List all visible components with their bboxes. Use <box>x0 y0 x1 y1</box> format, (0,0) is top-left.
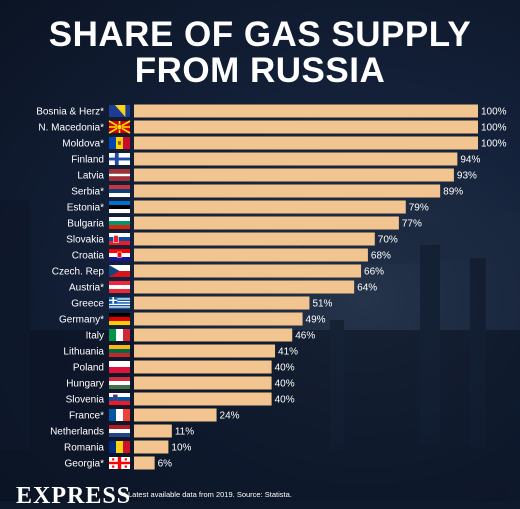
bulgaria-flag-icon <box>109 217 130 230</box>
value-label-italy: 46% <box>295 331 315 342</box>
value-label-serbia: 89% <box>443 187 463 198</box>
bar-netherlands <box>134 424 172 438</box>
austria-flag-icon <box>109 281 130 294</box>
category-label-latvia: Latvia <box>77 171 104 182</box>
value-label-slovenia: 40% <box>275 395 295 406</box>
value-label-north-macedonia: 100% <box>481 123 507 134</box>
category-label-netherlands: Netherlands <box>50 427 104 438</box>
bar-slovenia <box>134 392 272 406</box>
bar-hungary <box>134 376 272 390</box>
bar-latvia <box>134 168 454 182</box>
bar-bosnia <box>134 104 478 118</box>
category-label-bulgaria: Bulgaria <box>67 219 104 230</box>
category-label-greece: Greece <box>71 299 104 310</box>
value-label-slovakia: 70% <box>378 235 398 246</box>
netherlands-flag-icon <box>109 425 130 438</box>
category-label-bosnia: Bosnia & Herz* <box>36 107 104 118</box>
north-macedonia-flag-icon <box>108 120 131 134</box>
footnote: * Latest available data from 2019. Sourc… <box>123 490 292 499</box>
category-label-france: France* <box>69 411 104 422</box>
finland-flag-icon <box>109 153 130 165</box>
bar-north-macedonia <box>134 120 478 134</box>
category-label-romania: Romania <box>64 443 104 454</box>
croatia-flag-icon <box>109 249 130 262</box>
value-label-romania: 10% <box>171 443 191 454</box>
czech-republic-flag-icon <box>109 265 130 277</box>
bar-lithuania <box>134 344 276 358</box>
value-label-hungary: 40% <box>275 379 295 390</box>
bar-romania <box>134 440 169 454</box>
georgia-flag-icon <box>109 457 130 469</box>
category-label-estonia: Estonia* <box>67 203 104 214</box>
bar-italy <box>134 328 293 342</box>
bars: Bosnia & Herz* 100% N. Macedonia* 100% Moldo… <box>36 104 507 470</box>
slovenia-flag-icon <box>109 393 130 406</box>
bar-estonia <box>134 200 406 214</box>
bar-finland <box>134 152 458 166</box>
value-label-bulgaria: 77% <box>402 219 422 230</box>
category-label-slovakia: Slovakia <box>66 235 104 246</box>
bar-slovakia <box>134 232 375 246</box>
bar-moldova <box>134 136 478 150</box>
category-label-italy: Italy <box>86 331 104 342</box>
bar-georgia <box>134 456 155 470</box>
value-label-netherlands: 11% <box>175 427 194 438</box>
greece-flag-icon <box>109 297 130 310</box>
category-label-poland: Poland <box>73 363 104 374</box>
value-label-latvia: 93% <box>457 171 477 182</box>
romania-flag-icon <box>109 441 131 453</box>
value-label-austria: 64% <box>357 283 377 294</box>
latvia-flag-icon <box>109 169 130 181</box>
value-label-moldova: 100% <box>481 139 507 150</box>
slovakia-flag-icon <box>109 233 130 246</box>
value-label-germany: 49% <box>306 315 326 326</box>
category-label-north-macedonia: N. Macedonia* <box>38 123 104 134</box>
chart-title-line-1: SHARE OF GAS SUPPLY <box>48 15 472 54</box>
value-label-croatia: 68% <box>371 251 391 262</box>
bar-czech-republic <box>134 264 362 278</box>
chart-title-line-2: FROM RUSSIA <box>134 51 386 90</box>
bar-bulgaria <box>134 216 399 230</box>
value-label-czech-republic: 66% <box>364 267 384 278</box>
france-flag-icon <box>109 409 131 421</box>
category-label-austria: Austria* <box>69 283 104 294</box>
category-label-slovenia: Slovenia <box>66 395 105 406</box>
germany-flag-icon <box>109 313 130 326</box>
category-label-croatia: Croatia <box>72 251 105 262</box>
bar-greece <box>134 296 310 310</box>
moldova-flag-icon <box>109 137 131 149</box>
category-label-hungary: Hungary <box>66 379 104 390</box>
bosnia-flag-icon <box>109 105 130 117</box>
category-label-finland: Finland <box>71 155 104 166</box>
bar-serbia <box>134 184 441 198</box>
serbia-flag-icon <box>109 185 130 198</box>
category-label-moldova: Moldova* <box>62 139 104 150</box>
bar-croatia <box>134 248 368 262</box>
category-label-czech-republic: Czech. Rep <box>52 267 105 278</box>
value-label-estonia: 79% <box>409 203 429 214</box>
bar-austria <box>134 280 355 294</box>
bar-germany <box>134 312 303 326</box>
bar-france <box>134 408 217 422</box>
value-label-bosnia: 100% <box>481 107 507 118</box>
category-label-georgia: Georgia* <box>65 459 105 470</box>
express-logo: EXPRESS <box>16 483 132 509</box>
lithuania-flag-icon <box>109 345 130 358</box>
value-label-finland: 94% <box>460 155 480 166</box>
value-label-greece: 51% <box>312 299 332 310</box>
poland-flag-icon <box>109 361 130 374</box>
category-label-serbia: Serbia* <box>71 187 104 198</box>
value-label-georgia: 6% <box>158 459 173 470</box>
value-label-lithuania: 41% <box>278 347 298 358</box>
value-label-france: 24% <box>220 411 240 422</box>
estonia-flag-icon <box>109 201 130 214</box>
bar-poland <box>134 360 272 374</box>
value-label-poland: 40% <box>275 363 295 374</box>
category-label-lithuania: Lithuania <box>63 347 104 358</box>
italy-flag-icon <box>109 329 131 341</box>
category-label-germany: Germany* <box>59 315 104 326</box>
hungary-flag-icon <box>109 377 130 390</box>
